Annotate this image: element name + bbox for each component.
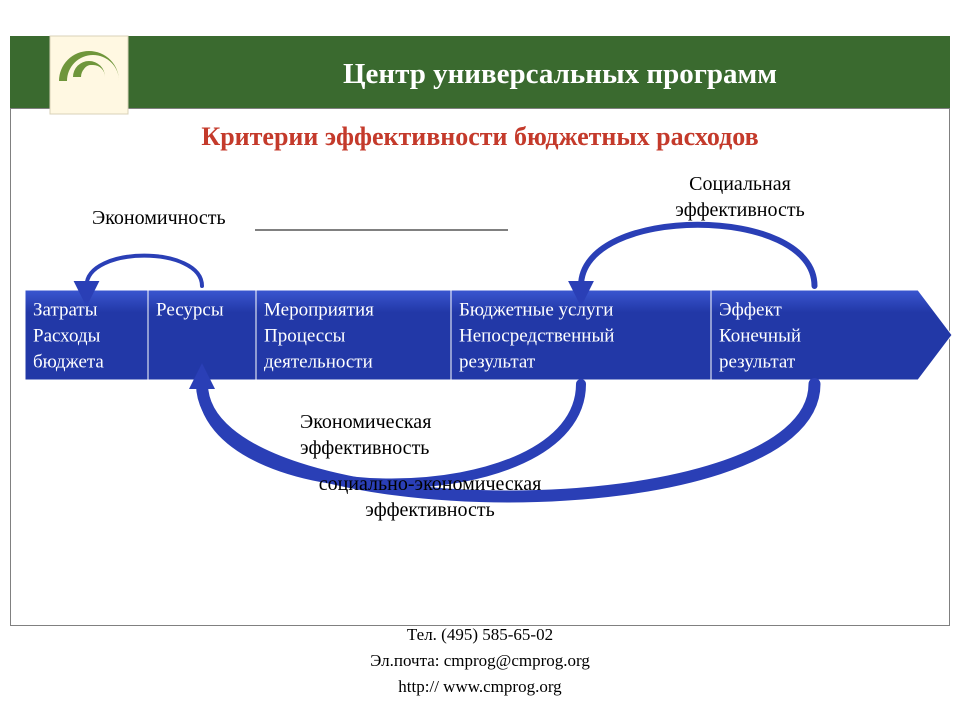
label-economic-eff-2: эффективность <box>300 437 429 459</box>
footer-line-0: Тел. (495) 585-65-02 <box>407 625 553 644</box>
arc-economichnost <box>87 256 203 286</box>
footer-line-1: Эл.почта: cmprog@cmprog.org <box>370 651 590 670</box>
process-chip-resources-line0: Ресурсы <box>156 300 224 321</box>
label-socecon-eff-1: социально-экономическая <box>319 473 542 495</box>
page-title: Критерии эффективности бюджетных расходо… <box>201 122 758 151</box>
label-social-eff-1: Социальная <box>689 173 791 195</box>
process-chip-activities-line0: Мероприятия <box>264 300 374 321</box>
process-chip-effect-line1: Конечный <box>719 326 801 347</box>
process-chip-services: Бюджетные услуги Непосредственный результа… <box>451 290 745 380</box>
label-economic-eff-1: Экономическая <box>300 411 431 433</box>
process-chip-services-line2: результат <box>459 352 536 373</box>
header-title: Центр универсальных программ <box>343 58 777 90</box>
logo <box>50 36 128 114</box>
process-chip-costs-line1: Расходы <box>33 326 101 347</box>
process-chip-costs-line0: Затраты <box>33 300 98 321</box>
process-chip-activities-line1: Процессы <box>264 326 346 347</box>
process-chip-effect-line0: Эффект <box>719 300 782 321</box>
label-social-eff-2: эффективность <box>675 199 804 221</box>
process-chip-effect-line2: результат <box>719 352 796 373</box>
process-chip-services-line0: Бюджетные услуги <box>459 300 613 321</box>
arc-economic-eff <box>202 384 581 483</box>
process-chip-costs-line2: бюджета <box>33 352 104 373</box>
process-chip-services-line1: Непосредственный <box>459 326 614 347</box>
process-chip-activities-line2: деятельности <box>264 352 373 373</box>
label-socecon-eff-2: эффективность <box>365 499 494 521</box>
process-chip-effect: Эффект Конечный результат <box>711 290 952 380</box>
arc-social-eff <box>581 225 815 286</box>
footer-line-2: http:// www.cmprog.org <box>398 677 562 696</box>
label-economichnost: Экономичность <box>92 207 226 229</box>
